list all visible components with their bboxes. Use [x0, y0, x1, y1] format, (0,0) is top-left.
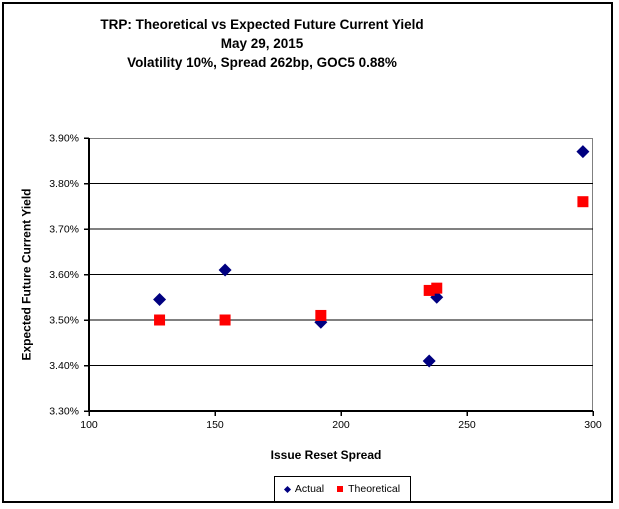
legend-label-theoretical: Theoretical: [348, 483, 401, 495]
x-tick-label: 300: [584, 419, 602, 431]
square-legend-marker-icon: [337, 486, 344, 492]
x-tick-label: 250: [458, 419, 476, 431]
x-tick-label: 200: [332, 419, 350, 431]
y-tick-label: 3.80%: [49, 178, 79, 190]
marker-theoretical: [431, 282, 443, 294]
legend-item-theoretical: Theoretical: [337, 483, 400, 495]
marker-actual: [153, 293, 167, 307]
y-tick-label: 3.40%: [49, 360, 79, 372]
marker-theoretical: [577, 196, 589, 208]
marker-theoretical: [423, 284, 435, 296]
marker-theoretical: [154, 314, 166, 326]
y-tick-label: 3.70%: [49, 224, 79, 236]
marker-actual: [218, 263, 232, 277]
x-axis-title: Issue Reset Spread: [270, 448, 382, 462]
y-tick-label: 3.30%: [49, 406, 79, 418]
chart-title: TRP: Theoretical vs Expected Future Curr…: [100, 17, 424, 32]
legend-item-actual: Actual: [283, 483, 325, 495]
marker-theoretical: [219, 314, 231, 326]
marker-actual: [576, 145, 590, 159]
chart-subtitle-date: May 29, 2015: [220, 36, 304, 51]
legend-label-actual: Actual: [294, 483, 325, 495]
diamond-legend-marker-icon: [283, 485, 291, 493]
marker-theoretical: [315, 309, 327, 321]
marker-actual: [422, 354, 436, 368]
legend: Actual Theoretical: [274, 476, 411, 502]
x-tick-label: 100: [80, 419, 98, 431]
y-tick-label: 3.50%: [49, 315, 79, 327]
y-tick-label: 3.90%: [49, 133, 79, 145]
x-tick-label: 150: [206, 419, 224, 431]
chart-subtitle-params: Volatility 10%, Spread 262bp, GOC5 0.88%: [127, 55, 397, 70]
chart-title-block: TRP: Theoretical vs Expected Future Curr…: [0, 15, 524, 72]
y-tick-label: 3.60%: [49, 269, 79, 281]
